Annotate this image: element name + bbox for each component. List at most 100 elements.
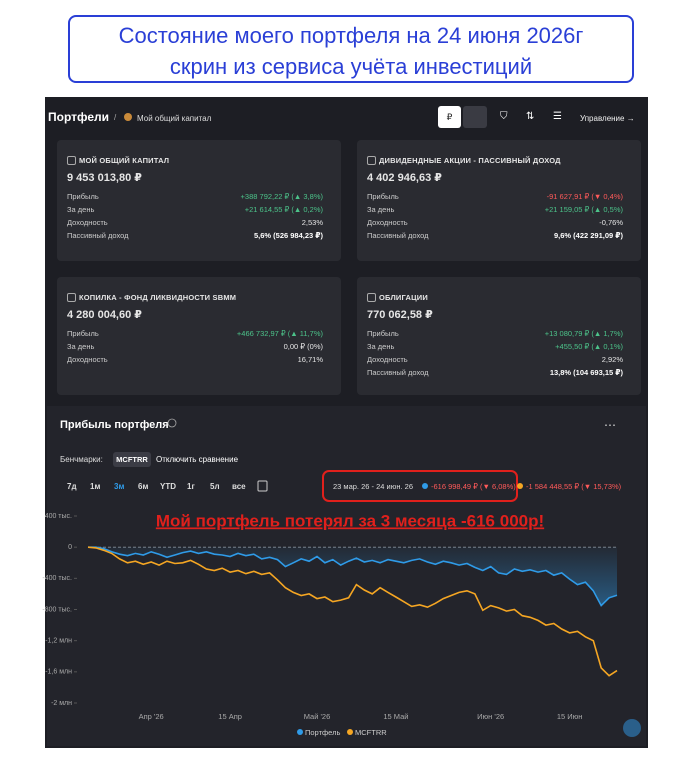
row-label: Пассивный доход [367, 368, 429, 377]
summary-value: -1 584 448,55 ₽ (▼ 15,73%) [526, 482, 622, 491]
card-title: МОЙ ОБЩИЙ КАПИТАЛ [79, 156, 170, 165]
y-tick-label: 0 [68, 544, 72, 551]
row-label: Доходность [67, 218, 108, 227]
summary-dot [517, 483, 523, 489]
x-tick-label: Апр '26 [139, 712, 164, 721]
row-label: Доходность [367, 355, 408, 364]
card-title: КОПИЛКА - ФОНД ЛИКВИДНОСТИ SBMM [79, 293, 237, 302]
card-icon [67, 156, 76, 165]
filter-icon[interactable]: ⛉ [500, 111, 508, 122]
row-value: 5,6% (526 984,23 ₽) [253, 231, 323, 240]
row-label: Прибыль [67, 329, 99, 338]
y-tick-label: -1,6 млн [45, 669, 72, 676]
row-label: Прибыль [367, 329, 399, 338]
card-title: ОБЛИГАЦИИ [379, 293, 428, 302]
manage-button[interactable]: Управление → [580, 114, 635, 123]
card-icon [67, 293, 76, 302]
row-label: За день [367, 205, 395, 214]
x-tick-label: Июн '26 [477, 712, 504, 721]
banner: Состояние моего портфеля на 24 июня 2026… [68, 15, 634, 83]
row-value: +21 159,05 ₽ (▲ 0,5%) [544, 205, 623, 214]
row-value: 9,6% (422 291,09 ₽) [553, 231, 623, 240]
calendar-icon[interactable] [257, 480, 268, 492]
period-button[interactable]: YTD [160, 482, 176, 491]
portfolio-card: КОПИЛКА - ФОНД ЛИКВИДНОСТИ SBMM 4 280 004… [57, 277, 341, 395]
row-value: -0,76% [599, 218, 623, 227]
period-button[interactable]: все [232, 482, 246, 491]
scroll-top[interactable] [623, 719, 641, 737]
row-value: 13,8% (104 693,15 ₽) [549, 368, 623, 377]
currency-button[interactable]: ₽ [438, 106, 461, 128]
date-range: 23 мар. 26 - 24 июн. 26 [333, 482, 413, 491]
portfolio-card: ОБЛИГАЦИИ 770 062,58 ₽ Прибыль +13 080,79 ₽… [357, 277, 641, 395]
row-value: 16,71% [297, 355, 323, 364]
portfolio-icon [124, 113, 132, 121]
portfolio-card: МОЙ ОБЩИЙ КАПИТАЛ 9 453 013,80 ₽ Прибыль +3… [57, 140, 341, 261]
portfolio-name[interactable]: Мой общий капитал [137, 114, 212, 123]
area [88, 547, 617, 606]
row-value: -91 627,91 ₽ (▼ 0,4%) [546, 192, 623, 201]
row-label: Доходность [67, 355, 108, 364]
legend-swatch [297, 729, 303, 735]
disable-comparison[interactable]: Отключить сравнение [156, 455, 239, 464]
period-button[interactable]: 6м [138, 482, 148, 491]
row-label: За день [367, 342, 395, 351]
benchmark-name: MCFTRR [116, 455, 148, 464]
y-tick-label: -1,2 млн [45, 638, 72, 645]
asset-button[interactable] [463, 106, 487, 128]
x-tick-label: 15 Июн [557, 712, 583, 721]
card-icon [367, 293, 376, 302]
benchmark-chip[interactable] [113, 452, 151, 467]
series-line [88, 546, 618, 607]
card-title: ДИВИДЕНДНЫЕ АКЦИИ - ПАССИВНЫЙ ДОХОД [379, 156, 561, 165]
y-tick-label: -800 тыс. [42, 606, 72, 613]
summary-dot [422, 483, 428, 489]
period-button[interactable]: 1м [90, 482, 100, 491]
period-button[interactable]: 5л [210, 482, 220, 491]
row-label: За день [67, 342, 95, 351]
period-button[interactable]: 3м [114, 482, 124, 491]
banner-line: Состояние моего портфеля на 24 июня 2026… [118, 23, 584, 48]
legend-label[interactable]: MCFTRR [355, 728, 387, 737]
more-icon[interactable]: ⋯ [604, 418, 616, 432]
row-label: Прибыль [67, 192, 99, 201]
banner-line: скрин из сервиса учёта инвестиций [169, 54, 533, 79]
x-tick-label: 15 Апр [218, 712, 242, 721]
row-label: За день [67, 205, 95, 214]
sort-icon[interactable]: ⇅ [526, 111, 535, 122]
row-label: Пассивный доход [367, 231, 429, 240]
benchmarks-label: Бенчмарки: [60, 455, 103, 464]
card-icon [367, 156, 376, 165]
y-tick-label: -400 тыс. [42, 575, 72, 582]
summary-value: -616 998,49 ₽ (▼ 6,08%) [431, 482, 516, 491]
card-amount: 9 453 013,80 ₽ [67, 172, 142, 184]
list-icon[interactable]: ☰ [553, 111, 562, 122]
legend-label[interactable]: Портфель [305, 728, 340, 737]
annotation: Мой портфель потерял за 3 месяца -616 00… [156, 511, 544, 530]
card-amount: 770 062,58 ₽ [367, 309, 433, 321]
row-value: 0,00 ₽ (0%) [283, 342, 323, 351]
x-tick-label: 15 Май [383, 712, 408, 721]
row-label: Доходность [367, 218, 408, 227]
chart-section-title: Прибыль портфеля [60, 419, 169, 431]
card-amount: 4 280 004,60 ₽ [67, 309, 142, 321]
row-label: Пассивный доход [67, 231, 129, 240]
row-value: +466 732,97 ₽ (▲ 11,7%) [236, 329, 323, 338]
period-button[interactable]: 1г [187, 482, 195, 491]
card-amount: 4 402 946,63 ₽ [367, 172, 442, 184]
row-value: 2,92% [601, 355, 623, 364]
manage-label: Управление [580, 114, 625, 123]
row-label: Прибыль [367, 192, 399, 201]
y-tick-label: 400 тыс. [45, 513, 72, 520]
help-icon[interactable] [167, 418, 177, 428]
legend-swatch [347, 729, 353, 735]
row-value: 2,53% [301, 218, 323, 227]
row-value: +455,50 ₽ (▲ 0,1%) [555, 342, 623, 351]
x-tick-label: Май '26 [304, 712, 331, 721]
period-button[interactable]: 7д [67, 482, 77, 491]
portfolio-card: ДИВИДЕНДНЫЕ АКЦИИ - ПАССИВНЫЙ ДОХОД 4 402… [357, 140, 641, 261]
row-value: +21 614,55 ₽ (▲ 0,2%) [244, 205, 323, 214]
y-tick-label: -2 млн [51, 700, 72, 707]
